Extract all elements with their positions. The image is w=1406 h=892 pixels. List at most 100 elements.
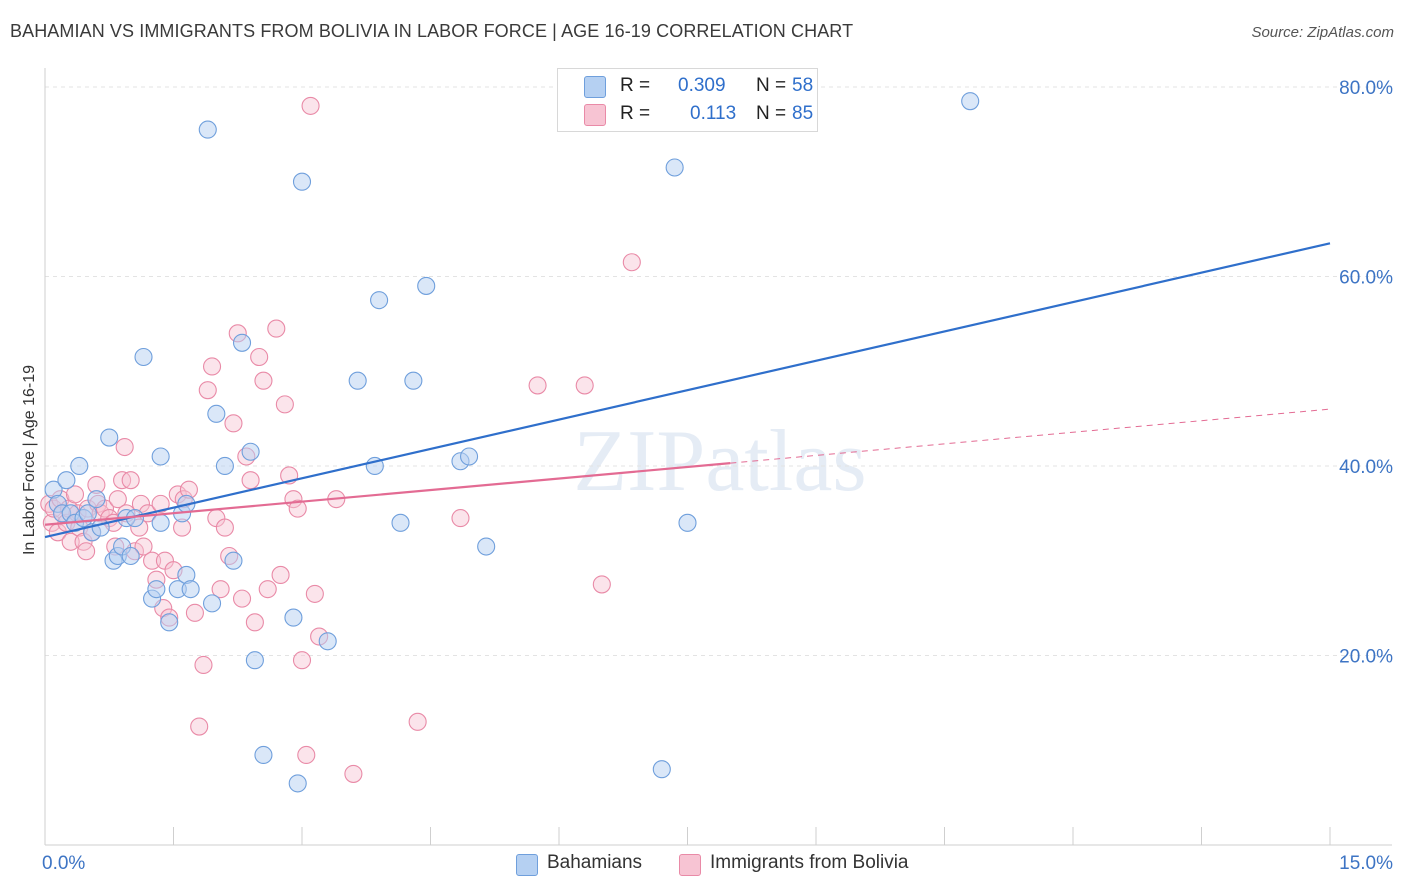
n-value: 58 — [792, 75, 814, 96]
bahamians-swatch — [584, 76, 606, 98]
data-point-bahamians — [288, 774, 307, 793]
data-point-bahamians — [215, 456, 234, 476]
data-point-bolivia — [241, 471, 260, 490]
data-point-bahamians — [57, 471, 76, 490]
data-point-bahamians — [203, 594, 222, 613]
data-point-bolivia — [224, 414, 243, 433]
data-point-bahamians — [404, 371, 423, 390]
data-point-bolivia — [121, 471, 140, 490]
data-point-bolivia — [267, 319, 286, 338]
data-point-bahamians — [241, 442, 260, 461]
data-point-bahamians — [160, 613, 179, 632]
watermark: ZIPatlas — [573, 413, 866, 510]
data-point-bahamians — [198, 120, 217, 139]
data-point-bolivia — [622, 253, 641, 272]
data-point-bahamians — [678, 513, 697, 532]
r-label: R = — [620, 75, 651, 96]
data-point-bahamians — [318, 632, 337, 651]
data-point-bolivia — [408, 712, 427, 731]
data-point-bahamians — [91, 518, 110, 537]
data-point-bolivia — [275, 395, 294, 414]
data-point-bolivia — [305, 584, 324, 603]
data-point-bahamians — [121, 546, 140, 566]
bolivia-legend-swatch — [679, 854, 701, 876]
series-legend: Bahamians Immigrants from Bolivia — [0, 851, 1406, 877]
r-label: R = — [620, 103, 651, 124]
data-point-bolivia — [194, 655, 213, 675]
r-value: 0.113 — [690, 103, 737, 124]
data-point-bahamians — [70, 456, 89, 476]
data-point-bahamians — [284, 608, 303, 627]
y-tick-label: 80.0% — [1339, 78, 1393, 99]
data-point-bahamians — [207, 404, 226, 423]
data-point-bahamians — [245, 651, 264, 670]
y-tick-label: 60.0% — [1339, 267, 1393, 288]
data-point-bahamians — [151, 447, 170, 466]
data-point-bahamians — [391, 513, 410, 532]
legend-label: Immigrants from Bolivia — [710, 852, 909, 873]
x-tick-label: 0.0% — [42, 853, 85, 874]
trendline-bahamians — [44, 242, 1331, 539]
data-point-bahamians — [459, 447, 479, 466]
data-point-bolivia — [134, 537, 153, 556]
data-point-bahamians — [417, 276, 436, 295]
data-point-bolivia — [301, 96, 320, 115]
y-tick-label: 40.0% — [1339, 457, 1393, 478]
data-point-bolivia — [245, 613, 264, 632]
trendline-bolivia — [44, 462, 731, 526]
data-point-bolivia — [297, 745, 316, 765]
data-point-bahamians — [87, 490, 106, 509]
r-value: 0.309 — [678, 75, 726, 96]
data-point-bolivia — [250, 347, 269, 367]
data-point-bahamians — [151, 513, 170, 532]
n-label: N = — [756, 75, 787, 96]
legend-label: Bahamians — [547, 852, 643, 873]
source-label: Source: ZipAtlas.com — [1251, 24, 1394, 41]
data-point-bolivia — [575, 376, 594, 395]
n-value: 85 — [792, 103, 814, 124]
bolivia-swatch — [584, 104, 606, 126]
data-point-bolivia — [271, 565, 290, 584]
data-point-bolivia — [215, 518, 234, 537]
data-point-bolivia — [258, 580, 277, 599]
data-point-bahamians — [665, 158, 684, 177]
data-point-bolivia — [143, 551, 162, 570]
data-point-bolivia — [77, 542, 96, 561]
data-point-bolivia — [344, 764, 363, 783]
n-label: N = — [756, 103, 787, 124]
data-point-bahamians — [477, 537, 496, 556]
data-point-bahamians — [370, 291, 389, 310]
data-point-bahamians — [348, 371, 367, 390]
data-point-bolivia — [198, 381, 217, 400]
data-point-bolivia — [190, 717, 209, 736]
data-point-bahamians — [292, 172, 312, 191]
data-point-bolivia — [185, 603, 204, 622]
data-point-bolivia — [592, 575, 611, 594]
data-point-bahamians — [134, 347, 153, 367]
y-tick-label: 20.0% — [1339, 646, 1393, 667]
chart-title: BAHAMIAN VS IMMIGRANTS FROM BOLIVIA IN L… — [10, 21, 854, 41]
data-point-bolivia — [254, 371, 273, 390]
data-point-bolivia — [108, 490, 127, 509]
data-point-bolivia — [288, 499, 307, 518]
data-point-bolivia — [292, 651, 312, 670]
trendline-bolivia-extension — [730, 408, 1331, 464]
bahamians-legend-swatch — [516, 854, 538, 876]
data-point-bolivia — [528, 376, 547, 395]
x-tick-label: 15.0% — [1339, 853, 1393, 874]
data-point-bahamians — [100, 428, 119, 447]
data-point-bahamians — [232, 333, 252, 352]
stats-legend: R = 0.309 N = 58 R = 0.113 N = 85 — [557, 68, 818, 132]
data-point-bahamians — [961, 92, 980, 111]
data-point-bahamians — [181, 580, 200, 599]
data-point-bahamians — [254, 745, 273, 765]
data-point-bolivia — [61, 532, 80, 551]
data-point-bolivia — [451, 509, 470, 528]
data-point-bolivia — [115, 437, 134, 457]
data-point-bolivia — [211, 580, 230, 599]
data-point-bahamians — [224, 551, 243, 570]
data-point-bolivia — [232, 589, 252, 608]
data-point-bahamians — [652, 760, 671, 779]
data-point-bolivia — [203, 357, 222, 376]
